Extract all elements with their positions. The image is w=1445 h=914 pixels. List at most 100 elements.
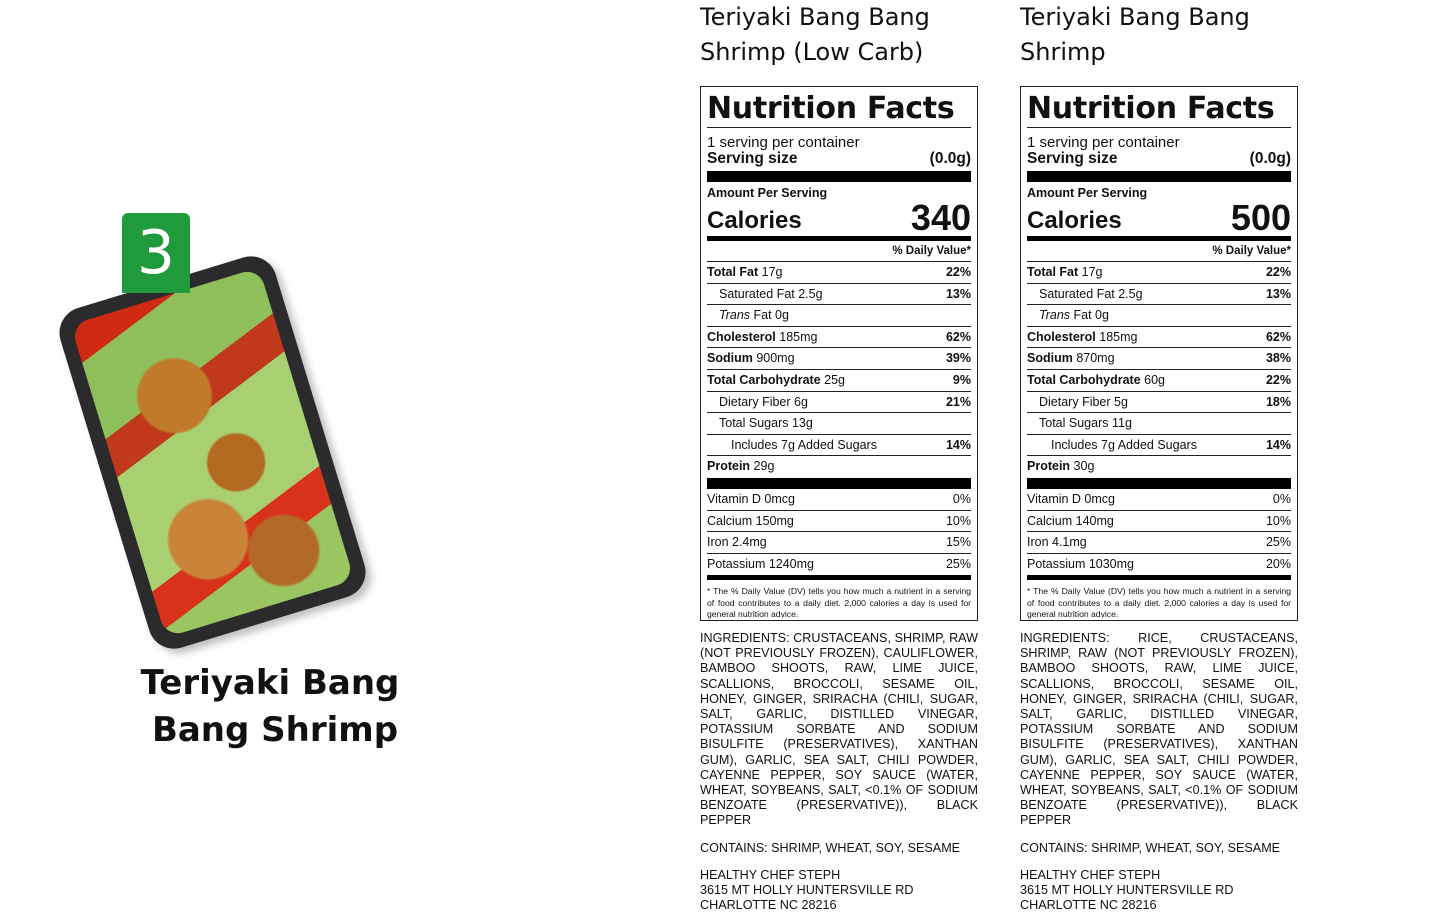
nutrient-row: Sodium 900mg 39% <box>707 348 971 370</box>
nutrient-row: Total Carbohydrate 25g 9% <box>707 370 971 392</box>
nutrient-name: Cholesterol <box>707 329 776 344</box>
calories-value: 340 <box>910 197 971 238</box>
vitamin-name: Iron 2.4mg <box>707 535 767 550</box>
nutrient-row: Dietary Fiber 5g 18% <box>1027 392 1291 414</box>
nutrient-row: Includes 7g Added Sugars 14% <box>707 435 971 457</box>
vitamin-name: Calcium 150mg <box>707 513 794 528</box>
nutrient-row: Dietary Fiber 6g 21% <box>707 392 971 414</box>
nutrient-dv: 21% <box>945 394 971 409</box>
nutrient-name: Saturated Fat <box>1039 286 1115 301</box>
nutrient-row: Protein 30g <box>1027 456 1291 478</box>
amount-per-serving: Amount Per Serving <box>1027 186 1148 200</box>
nutrition-facts-label: Nutrition Facts 1 serving per container … <box>700 86 978 621</box>
nutrient-name: Total Carbohydrate <box>707 372 821 387</box>
nutrient-name: Protein <box>1027 459 1071 474</box>
calories-label: Calories <box>707 207 802 234</box>
nutrient-row: Cholesterol 185mg 62% <box>707 327 971 349</box>
nutrient-row: Protein 29g <box>707 456 971 478</box>
nutrient-amount: 17g <box>1081 265 1103 279</box>
vitamin-row: Iron 2.4mg 15% <box>707 532 971 554</box>
trans-label: Trans <box>1039 308 1071 323</box>
vitamin-name: Calcium 140mg <box>1027 513 1114 528</box>
ingredients: INGREDIENTS: RICE, CRUSTACEANS, SHRIMP, … <box>1020 631 1298 828</box>
nutrient-amount: 11g <box>1111 416 1132 431</box>
nutrient-row: Trans Fat 0g <box>1027 305 1291 327</box>
trans-label: Trans <box>719 308 751 323</box>
nutrient-name: Total Carbohydrate <box>1027 372 1141 387</box>
nutrition-facts-label: Nutrition Facts 1 serving per container … <box>1020 86 1298 621</box>
servings-per-container: 1 serving per container <box>707 134 860 151</box>
nutrient-name: Protein <box>707 459 751 474</box>
nutrient-row: Saturated Fat 2.5g 13% <box>1027 284 1291 306</box>
serving-size: Serving size (0.0g) <box>1027 151 1291 167</box>
calories-label: Calories <box>1027 207 1122 234</box>
nutrient-dv: 9% <box>952 372 971 387</box>
footnote: * The % Daily Value (DV) tells you how m… <box>1027 575 1291 621</box>
thick-divider <box>707 171 971 182</box>
nutrient-name: Sodium <box>707 351 753 366</box>
nutrient-row: Saturated Fat 2.5g 13% <box>707 284 971 306</box>
address-line: HEALTHY CHEF STEPH <box>700 867 841 882</box>
nutrient-dv: 38% <box>1265 351 1291 366</box>
nutrient-amount: 30g <box>1073 459 1095 474</box>
nutrient-name: Total Sugars <box>719 416 789 431</box>
meal-number-badge: 3 <box>122 213 190 293</box>
meal-title-line2: Bang Shrimp <box>151 710 399 750</box>
nutrient-amount: 870mg <box>1076 351 1115 366</box>
allergens: CONTAINS: SHRIMP, WHEAT, SOY, SESAME <box>700 840 961 855</box>
serving-size-label: Serving size <box>1027 150 1118 167</box>
product-title-line2: Shrimp <box>1020 38 1106 66</box>
nutrient-amount: Fat 0g <box>1073 308 1109 323</box>
nutrient-name: Total Fat <box>1027 265 1079 279</box>
meal-tray-photo <box>53 249 372 656</box>
ingredients: INGREDIENTS: CRUSTACEANS, SHRIMP, RAW (N… <box>700 631 978 828</box>
address-line: 3615 MT HOLLY HUNTERSVILLE RD <box>1020 882 1234 897</box>
nutrient-dv: 18% <box>1265 394 1291 409</box>
nutrient-dv: 22% <box>1265 265 1291 279</box>
nutrient-amount: 6g <box>794 394 808 409</box>
nutrient-amount: 185mg <box>779 329 818 344</box>
vitamin-name: Vitamin D 0mcg <box>1027 491 1115 506</box>
nutrient-amount: 2.5g <box>798 286 823 301</box>
nutrient-amount: 60g <box>1144 372 1166 387</box>
nutrient-amount: 29g <box>753 459 775 474</box>
product-title-line1: Teriyaki Bang Bang <box>700 3 930 31</box>
nutrient-amount: 2.5g <box>1118 286 1143 301</box>
nutrition-facts-heading: Nutrition Facts <box>1027 91 1291 128</box>
vitamin-row: Calcium 150mg 10% <box>707 511 971 533</box>
nutrient-dv: 14% <box>1265 437 1291 452</box>
servings-per-container: 1 serving per container <box>1027 134 1180 151</box>
address-line: 3615 MT HOLLY HUNTERSVILLE RD <box>700 882 914 897</box>
nutrient-row: Total Fat 17g 22% <box>1027 262 1291 284</box>
nutrient-name: Total Fat <box>707 265 759 279</box>
address: HEALTHY CHEF STEPH 3615 MT HOLLY HUNTERSV… <box>1020 868 1298 914</box>
nutrient-amount: 17g <box>761 265 783 279</box>
vitamin-dv: 10% <box>1265 513 1291 528</box>
nutrient-amount: 185mg <box>1099 329 1138 344</box>
nutrient-row: Total Carbohydrate 60g 22% <box>1027 370 1291 392</box>
nutrient-name: Cholesterol <box>1027 329 1096 344</box>
serving-size-label: Serving size <box>707 150 798 167</box>
nutrient-dv: 13% <box>945 286 971 301</box>
calories-value: 500 <box>1230 197 1291 238</box>
nutrient-dv: 39% <box>945 351 971 366</box>
daily-value-header: % Daily Value* <box>707 241 971 262</box>
nutrient-row: Total Sugars 11g <box>1027 413 1291 435</box>
nutrient-dv: 62% <box>945 329 971 344</box>
nutrient-name: Includes 7g Added Sugars <box>731 437 877 452</box>
nutrient-amount: 5g <box>1114 394 1128 409</box>
vitamin-dv: 10% <box>945 513 971 528</box>
product-column: Teriyaki Bang Bang Shrimp Nutrition Facts… <box>1020 0 1298 913</box>
nutrient-row: Includes 7g Added Sugars 14% <box>1027 435 1291 457</box>
address-line: HEALTHY CHEF STEPH <box>1020 867 1161 882</box>
shrimp-food <box>70 267 355 638</box>
thick-divider <box>707 477 971 489</box>
address-line: CHARLOTTE NC 28216 <box>1020 898 1157 913</box>
nutrient-amount: 900mg <box>756 351 795 366</box>
nutrient-dv: 14% <box>945 437 971 452</box>
vitamin-row: Calcium 140mg 10% <box>1027 511 1291 533</box>
address-line: CHARLOTTE NC 28216 <box>700 898 837 913</box>
thick-divider <box>1027 477 1291 489</box>
calories-row: Calories 500 <box>1027 200 1291 241</box>
nutrient-name: Dietary Fiber <box>719 394 791 409</box>
